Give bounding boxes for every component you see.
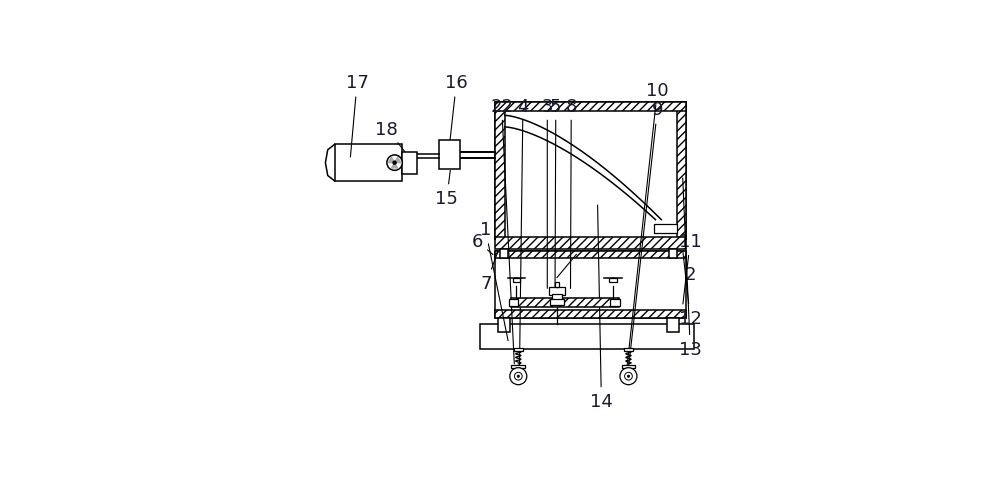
Bar: [514, 348, 523, 351]
Bar: [512, 279, 520, 283]
Bar: [550, 300, 564, 305]
Text: 11: 11: [679, 232, 702, 304]
Text: 15: 15: [435, 171, 458, 208]
Circle shape: [625, 373, 632, 380]
Bar: [500, 319, 508, 324]
Bar: [622, 365, 635, 369]
Bar: [495, 251, 686, 259]
Bar: [555, 282, 559, 288]
Bar: [495, 103, 686, 239]
Text: 1: 1: [480, 221, 508, 341]
Text: 5: 5: [550, 97, 562, 289]
Polygon shape: [392, 163, 398, 169]
Bar: [667, 319, 679, 332]
Bar: [509, 299, 518, 306]
Bar: [669, 319, 677, 324]
Bar: [495, 311, 686, 319]
Bar: [335, 145, 402, 182]
Text: 6: 6: [471, 232, 493, 255]
Text: 16: 16: [445, 74, 468, 150]
Bar: [677, 103, 686, 239]
Text: 4: 4: [517, 97, 529, 368]
Circle shape: [620, 368, 637, 385]
Bar: [511, 365, 525, 369]
Text: 3: 3: [542, 97, 553, 289]
Text: 18: 18: [375, 121, 406, 154]
Circle shape: [627, 375, 630, 378]
Bar: [402, 152, 417, 174]
Polygon shape: [395, 158, 401, 163]
Bar: [498, 319, 510, 332]
Text: 17: 17: [346, 74, 369, 158]
Bar: [610, 299, 620, 306]
Bar: [495, 103, 505, 239]
Text: 9: 9: [629, 101, 663, 366]
Bar: [495, 237, 686, 249]
Text: 7: 7: [480, 252, 498, 293]
Text: 10: 10: [626, 82, 669, 376]
Bar: [654, 224, 677, 233]
Circle shape: [517, 375, 519, 378]
Text: 8: 8: [566, 97, 577, 289]
Text: 12: 12: [679, 252, 702, 328]
Text: 22: 22: [490, 97, 514, 364]
Text: 13: 13: [679, 179, 702, 358]
Circle shape: [387, 156, 402, 171]
Bar: [480, 324, 694, 350]
Bar: [495, 103, 686, 112]
Bar: [511, 299, 619, 307]
Bar: [669, 249, 677, 259]
Circle shape: [393, 162, 396, 165]
Bar: [609, 279, 617, 283]
Polygon shape: [388, 158, 395, 163]
Circle shape: [510, 368, 527, 385]
Bar: [495, 251, 686, 319]
Text: 14: 14: [590, 205, 613, 410]
Bar: [500, 249, 508, 259]
Circle shape: [514, 373, 522, 380]
Bar: [439, 141, 460, 170]
Bar: [552, 295, 562, 301]
Bar: [549, 287, 565, 296]
Text: 2: 2: [684, 260, 696, 283]
Bar: [624, 348, 633, 351]
